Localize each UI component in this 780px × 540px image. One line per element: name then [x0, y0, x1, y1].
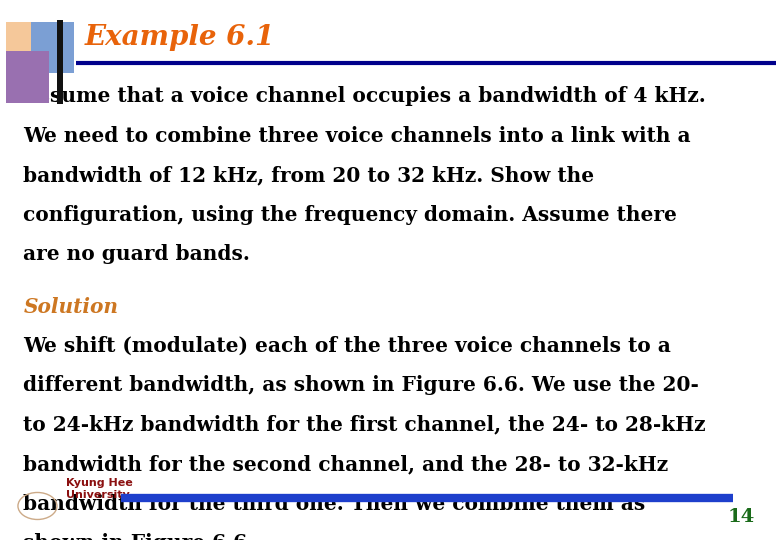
- Text: bandwidth for the second channel, and the 28- to 32-kHz: bandwidth for the second channel, and th…: [23, 454, 668, 474]
- Text: are no guard bands.: are no guard bands.: [23, 244, 250, 264]
- Text: to 24-kHz bandwidth for the first channel, the 24- to 28-kHz: to 24-kHz bandwidth for the first channe…: [23, 415, 706, 435]
- Text: Assume that a voice channel occupies a bandwidth of 4 kHz.: Assume that a voice channel occupies a b…: [23, 86, 706, 106]
- Text: bandwidth for the third one. Then we combine them as: bandwidth for the third one. Then we com…: [23, 494, 646, 514]
- Text: different bandwidth, as shown in Figure 6.6. We use the 20-: different bandwidth, as shown in Figure …: [23, 375, 700, 395]
- Text: 14: 14: [728, 509, 755, 526]
- Text: configuration, using the frequency domain. Assume there: configuration, using the frequency domai…: [23, 205, 677, 225]
- Text: bandwidth of 12 kHz, from 20 to 32 kHz. Show the: bandwidth of 12 kHz, from 20 to 32 kHz. …: [23, 165, 594, 185]
- Text: Solution: Solution: [23, 297, 119, 317]
- Text: We need to combine three voice channels into a link with a: We need to combine three voice channels …: [23, 126, 691, 146]
- Text: We shift (modulate) each of the three voice channels to a: We shift (modulate) each of the three vo…: [23, 336, 672, 356]
- Text: Kyung Hee
University: Kyung Hee University: [66, 478, 133, 500]
- Text: shown in Figure 6.6.: shown in Figure 6.6.: [23, 533, 254, 540]
- Text: Example 6.1: Example 6.1: [84, 24, 275, 51]
